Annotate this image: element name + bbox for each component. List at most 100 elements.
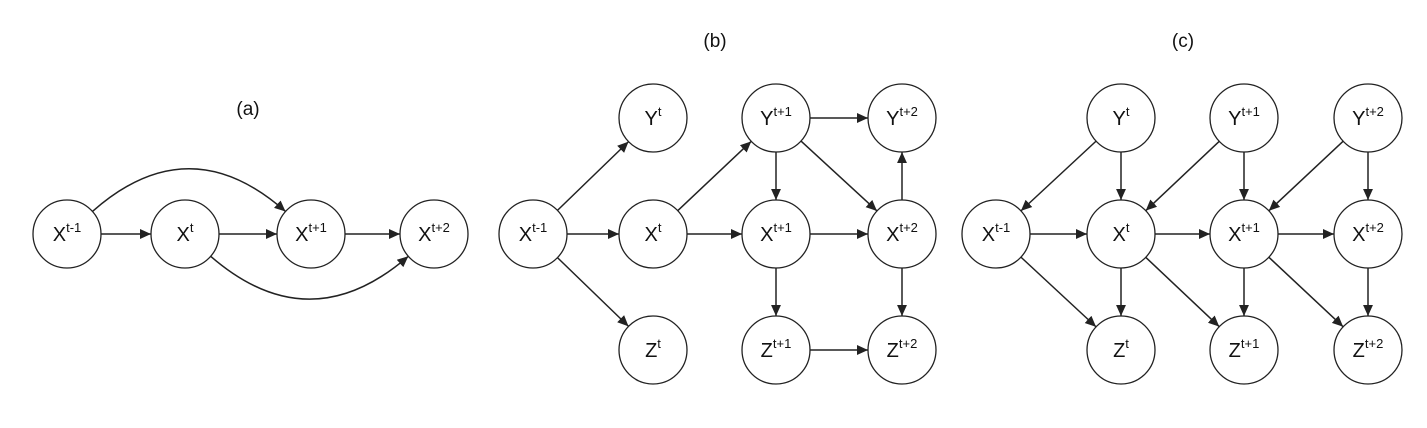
node-circle-a_x1 xyxy=(150,199,220,269)
edge-c_y2-to-c_x1 xyxy=(1145,140,1220,212)
node-label-c_z1: Zt xyxy=(1113,336,1129,362)
node-circle-c_z2 xyxy=(1209,315,1279,385)
node-label-b_z1: Zt xyxy=(645,336,661,362)
node-label-superscript: t xyxy=(658,104,662,119)
node-label-b_x3: Xt+2 xyxy=(886,220,918,246)
panel-title-b: (b) xyxy=(703,31,726,52)
node-circle-c_x1 xyxy=(1086,199,1156,269)
node-label-b_y3: Yt+2 xyxy=(886,104,918,130)
node-label-c_x1: Xt xyxy=(1113,220,1130,246)
panel-title-c: (c) xyxy=(1172,31,1194,52)
node-b_z1: Zt xyxy=(618,315,688,385)
node-circle-b_x3 xyxy=(867,199,937,269)
node-label-superscript: t+2 xyxy=(899,104,917,119)
node-label-c_x0: Xt-1 xyxy=(982,220,1011,246)
node-label-c_y3: Yt+2 xyxy=(1352,104,1384,130)
node-label-superscript: t xyxy=(1126,104,1130,119)
node-label-base: X xyxy=(177,224,190,246)
node-b_y1: Yt xyxy=(618,83,688,153)
edge-c_x1-to-c_z2 xyxy=(1145,256,1220,328)
node-b_z2: Zt+1 xyxy=(741,315,811,385)
node-label-base: Y xyxy=(645,108,658,130)
node-b_x0: Xt-1 xyxy=(498,199,568,269)
node-label-b_z3: Zt+2 xyxy=(887,336,918,362)
node-label-base: Y xyxy=(1113,108,1126,130)
node-a_x2: Xt+1 xyxy=(276,199,346,269)
node-label-b_x0: Xt-1 xyxy=(519,220,548,246)
node-c_z1: Zt xyxy=(1086,315,1156,385)
node-circle-c_x3 xyxy=(1333,199,1403,269)
edge-c_y1-to-c_x0 xyxy=(1020,140,1097,212)
node-label-base: X xyxy=(53,224,66,246)
node-b_y3: Yt+2 xyxy=(867,83,937,153)
node-label-superscript: t+2 xyxy=(431,220,449,235)
panel-title-a: (a) xyxy=(236,99,259,120)
node-circle-a_x3 xyxy=(399,199,469,269)
edge-b_x0-to-b_z1 xyxy=(556,257,630,327)
node-circle-b_z2 xyxy=(741,315,811,385)
node-c_x1: Xt xyxy=(1086,199,1156,269)
nodes-layer: Xt-1 Xt Xt+1 Xt+2 Xt-1YtXtZtYt+1Xt+1Zt+1Yt+2… xyxy=(32,83,1403,385)
node-label-base: X xyxy=(1228,224,1241,246)
node-b_z3: Zt+2 xyxy=(867,315,937,385)
node-label-base: X xyxy=(1113,224,1126,246)
node-label-base: X xyxy=(760,224,773,246)
node-label-a_x2: Xt+1 xyxy=(295,220,327,246)
edge-c_x2-to-c_z3 xyxy=(1268,256,1344,328)
node-label-c_z2: Zt+1 xyxy=(1229,336,1260,362)
node-circle-b_x0 xyxy=(498,199,568,269)
node-circle-b_z1 xyxy=(618,315,688,385)
node-label-b_z2: Zt+1 xyxy=(761,336,792,362)
node-circle-b_y3 xyxy=(867,83,937,153)
node-c_x2: Xt+1 xyxy=(1209,199,1279,269)
node-label-base: Y xyxy=(886,108,899,130)
node-b_x3: Xt+2 xyxy=(867,199,937,269)
node-label-base: Y xyxy=(1228,108,1241,130)
node-c_y1: Yt xyxy=(1086,83,1156,153)
node-label-base: X xyxy=(519,224,532,246)
node-label-superscript: t xyxy=(190,220,194,235)
node-circle-c_x2 xyxy=(1209,199,1279,269)
node-label-superscript: t+2 xyxy=(1365,336,1383,351)
node-c_z3: Zt+2 xyxy=(1333,315,1403,385)
edge-b_y2-to-b_x3 xyxy=(800,140,878,212)
node-c_z2: Zt+1 xyxy=(1209,315,1279,385)
node-circle-c_y3 xyxy=(1333,83,1403,153)
node-circle-a_x0 xyxy=(32,199,102,269)
node-label-superscript: t-1 xyxy=(995,220,1010,235)
node-label-superscript: t xyxy=(658,220,662,235)
node-c_x0: Xt-1 xyxy=(961,199,1031,269)
node-label-superscript: t+2 xyxy=(899,220,917,235)
node-label-base: X xyxy=(645,224,658,246)
edge-b_x1-to-b_y2 xyxy=(677,140,752,212)
node-c_y2: Yt+1 xyxy=(1209,83,1279,153)
node-label-superscript: t+1 xyxy=(773,220,791,235)
node-label-superscript: t+2 xyxy=(1365,220,1383,235)
node-label-superscript: t xyxy=(657,336,661,351)
node-circle-b_x1 xyxy=(618,199,688,269)
node-circle-c_x0 xyxy=(961,199,1031,269)
node-circle-c_z3 xyxy=(1333,315,1403,385)
node-c_y3: Yt+2 xyxy=(1333,83,1403,153)
node-label-base: Y xyxy=(760,108,773,130)
node-label-superscript: t xyxy=(1126,220,1130,235)
node-b_x1: Xt xyxy=(618,199,688,269)
node-label-c_x3: Xt+2 xyxy=(1352,220,1384,246)
node-label-base: X xyxy=(982,224,995,246)
node-label-base: Y xyxy=(1352,108,1365,130)
node-a_x0: Xt-1 xyxy=(32,199,102,269)
node-label-a_x3: Xt+2 xyxy=(418,220,450,246)
node-label-superscript: t-1 xyxy=(532,220,547,235)
edges-layer xyxy=(91,113,1373,355)
edge-b_x0-to-b_y1 xyxy=(556,141,630,211)
node-a_x1: Xt xyxy=(150,199,220,269)
node-label-base: Z xyxy=(1113,340,1125,362)
node-c_x3: Xt+2 xyxy=(1333,199,1403,269)
node-label-b_x1: Xt xyxy=(645,220,662,246)
node-label-base: Z xyxy=(645,340,657,362)
edge-c_x0-to-c_z1 xyxy=(1020,256,1097,328)
node-label-superscript: t-1 xyxy=(66,220,81,235)
node-label-b_x2: Xt+1 xyxy=(760,220,792,246)
node-circle-b_z3 xyxy=(867,315,937,385)
